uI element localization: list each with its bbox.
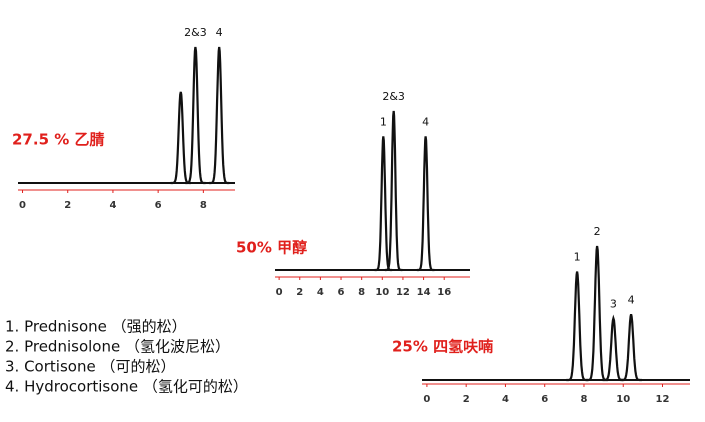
x-tick-label: 10: [375, 287, 389, 298]
x-tick-label: 2: [296, 287, 303, 298]
peak-label: 1: [574, 250, 581, 263]
x-tick-label: 6: [155, 200, 162, 211]
peak: [209, 46, 230, 185]
compound: 1. Prednisone （强的松）: [5, 318, 187, 336]
compound: 3. Cortisone （可的松）: [5, 358, 175, 376]
x-tick-label: 12: [656, 394, 670, 405]
x-tick-label: 4: [109, 200, 116, 211]
x-tick-label: 2: [64, 200, 71, 211]
peak-label: 4: [422, 115, 429, 128]
peak: [170, 91, 191, 185]
peak-label: 1: [380, 115, 387, 128]
peak-label: 3: [610, 297, 617, 310]
panel-title: 50% 甲醇: [236, 239, 307, 257]
x-tick-label: 0: [423, 394, 430, 405]
peak: [185, 46, 206, 185]
peak: [384, 110, 403, 272]
peak-label: 2: [594, 225, 601, 238]
x-tick-label: 6: [338, 287, 345, 298]
peak: [416, 136, 435, 272]
x-tick-label: 4: [502, 394, 509, 405]
x-tick-label: 4: [317, 287, 324, 298]
peak: [374, 136, 393, 272]
peak-label: 2&3: [382, 90, 405, 103]
peak-label: 4: [628, 293, 635, 306]
x-tick-label: 14: [417, 287, 431, 298]
x-tick-label: 6: [541, 394, 548, 405]
peak-label: 4: [216, 26, 223, 39]
x-tick-label: 2: [463, 394, 470, 405]
panel-title: 27.5 % 乙腈: [12, 131, 104, 149]
x-tick-label: 12: [396, 287, 410, 298]
compound: 2. Prednisolone （氢化波尼松）: [5, 338, 230, 356]
x-tick-label: 8: [200, 200, 207, 211]
panel-title: 25% 四氢呋喃: [392, 338, 493, 356]
peak: [602, 314, 625, 382]
peak-label: 2&3: [184, 26, 207, 39]
x-tick-label: 16: [437, 287, 451, 298]
x-tick-label: 8: [358, 287, 365, 298]
peak: [566, 271, 588, 382]
peak: [620, 314, 642, 382]
x-tick-label: 10: [616, 394, 630, 405]
x-tick-label: 8: [580, 394, 587, 405]
x-tick-label: 0: [19, 200, 26, 211]
compound: 4. Hydrocortisone （氢化可的松）: [5, 378, 248, 396]
peak: [586, 245, 608, 382]
x-tick-label: 0: [276, 287, 283, 298]
